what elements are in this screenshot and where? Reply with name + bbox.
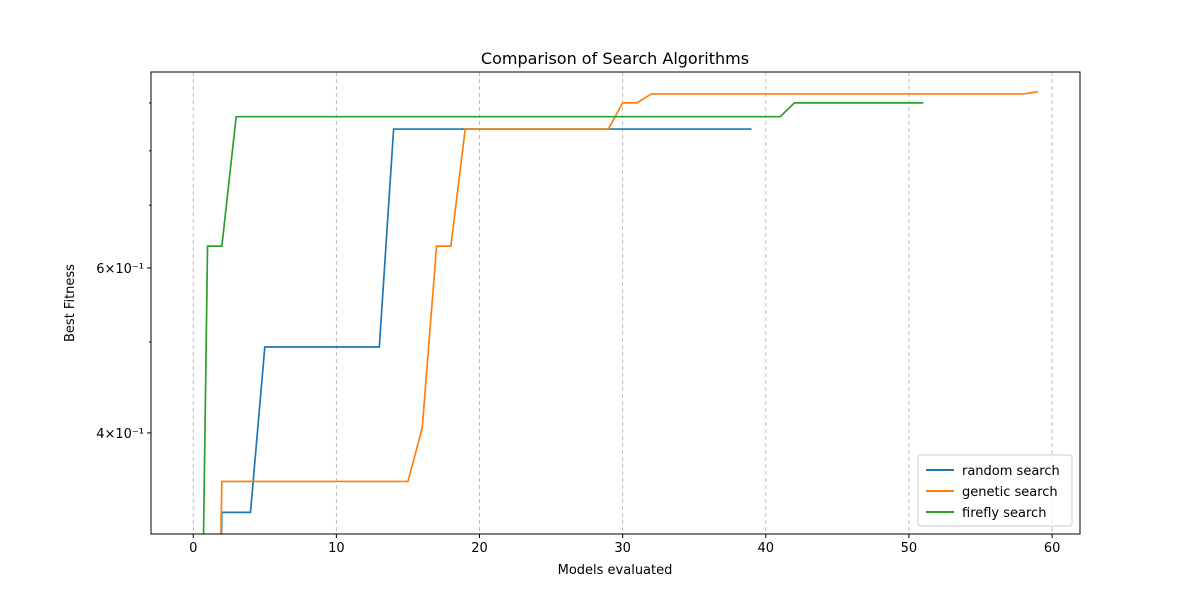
x-tick-label: 10 xyxy=(328,541,345,556)
x-tick-label: 50 xyxy=(901,541,918,556)
legend-label: genetic search xyxy=(962,485,1058,500)
y-tick-label: 4×10⁻¹ xyxy=(96,427,144,442)
legend-label: firefly search xyxy=(962,506,1046,521)
series-line xyxy=(220,90,1038,534)
y-tick-label: 6×10⁻¹ xyxy=(96,262,144,277)
x-tick-label: 30 xyxy=(614,541,631,556)
y-axis-label: Best Fitness xyxy=(63,264,78,342)
plot-frame xyxy=(150,71,1081,535)
x-axis-label: Models evaluated xyxy=(558,563,673,578)
chart-title: Comparison of Search Algorithms xyxy=(481,49,749,68)
x-tick-label: 20 xyxy=(471,541,488,556)
axes: 0 10 20 30 40 50 60 4×10⁻¹ 6×10⁻¹ xyxy=(96,102,1061,556)
legend-box xyxy=(917,454,1073,527)
plot-lines xyxy=(202,90,1038,534)
grid xyxy=(192,72,1053,534)
series-line xyxy=(202,102,924,534)
legend: random search genetic search firefly searc… xyxy=(917,454,1073,527)
x-tick-label: 60 xyxy=(1044,541,1061,556)
legend-label: random search xyxy=(962,464,1060,479)
x-tick-label: 40 xyxy=(758,541,775,556)
x-tick-label: 0 xyxy=(189,541,197,556)
